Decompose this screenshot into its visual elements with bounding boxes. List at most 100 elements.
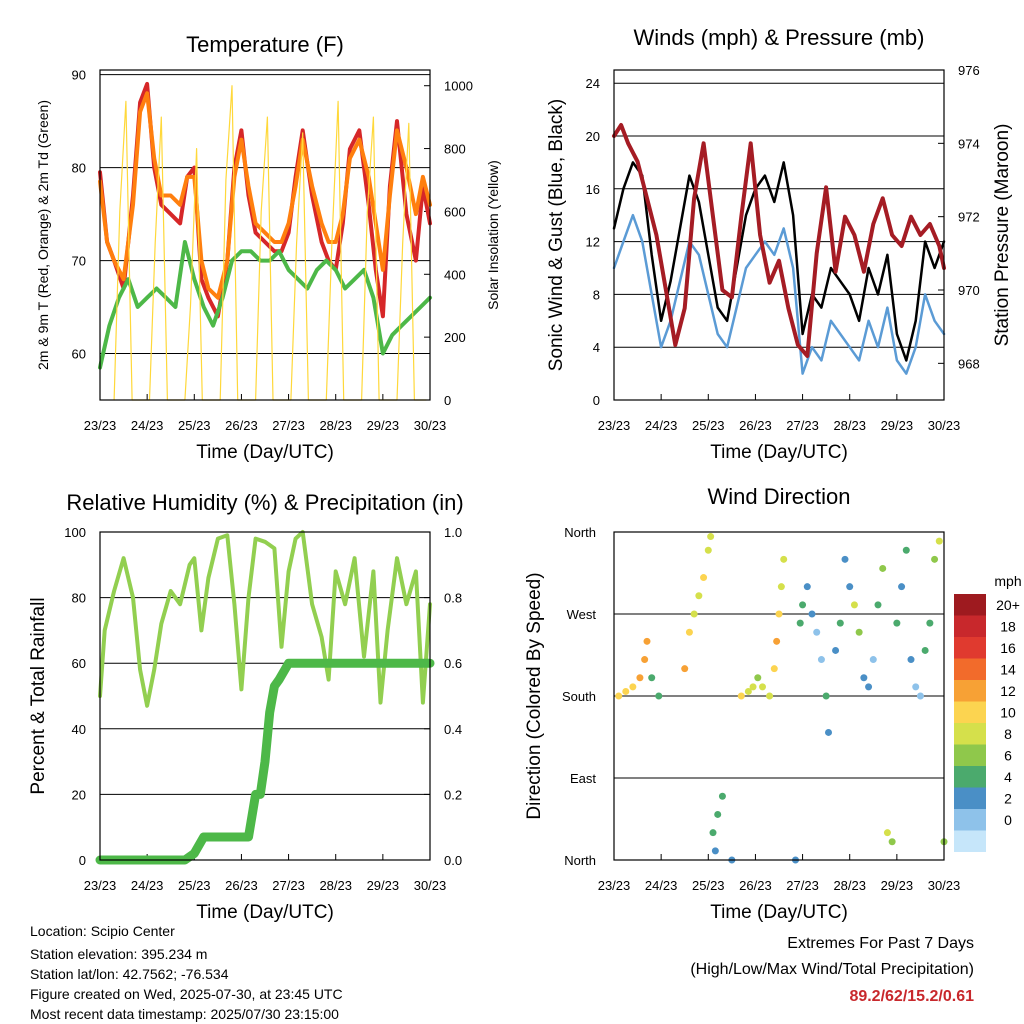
series-line-1-2: [98, 91, 432, 300]
scatter-point: [685, 628, 693, 636]
x-tick-label: 29/23: [881, 878, 914, 893]
x-axis-label-3: Time (Day/UTC): [196, 902, 334, 923]
scatter-point: [836, 619, 844, 627]
y2-tick-label: 976: [958, 63, 980, 78]
scatter-point: [773, 637, 781, 645]
y-axis-label-3: Percent & Total Rainfall: [28, 597, 49, 794]
scatter-point: [865, 683, 873, 691]
scatter-point: [813, 628, 821, 636]
scatter-point: [869, 656, 877, 664]
legend-swatch: [954, 615, 986, 637]
x-tick-label: 26/23: [225, 878, 258, 893]
legend-label: 4: [1004, 769, 1012, 785]
x-tick-label: 23/23: [598, 418, 631, 433]
y2-tick-label: 200: [444, 330, 466, 345]
y-tick-label: 100: [64, 525, 86, 540]
scatter-point: [690, 610, 698, 618]
scatter-point: [926, 619, 934, 627]
y-tick-label: 60: [72, 656, 86, 671]
scatter-point: [874, 601, 882, 609]
y2-tick-label: 0.2: [444, 787, 462, 802]
x-tick-label: 25/23: [178, 418, 211, 433]
legend-swatch: [954, 701, 986, 723]
station-latlon: Station lat/lon: 42.7562; -76.534: [30, 966, 229, 982]
y2-tick-label: 800: [444, 142, 466, 157]
x-tick-label: 30/23: [414, 878, 447, 893]
legend-label: 12: [1000, 683, 1016, 699]
legend-swatch: [954, 594, 986, 616]
x-tick-label: 24/23: [645, 418, 678, 433]
scatter-point: [681, 665, 689, 673]
scatter-point: [749, 683, 757, 691]
x-tick-label: 29/23: [367, 878, 400, 893]
chart-title-3: Relative Humidity (%) & Precipitation (i…: [66, 490, 463, 515]
legend-title: mph: [994, 573, 1021, 589]
y2-tick-label: 0.0: [444, 853, 462, 868]
x-axis-label-4: Time (Day/UTC): [710, 902, 848, 923]
x-tick-label: 30/23: [414, 418, 447, 433]
legend-swatch: [954, 744, 986, 766]
scatter-point: [808, 610, 816, 618]
y2-tick-label: 974: [958, 136, 980, 151]
station-location: Location: Scipio Center: [30, 923, 175, 939]
y-tick-label: West: [567, 607, 597, 622]
chart-title-4: Wind Direction: [707, 484, 850, 509]
scatter-point: [931, 555, 939, 563]
y-tick-label: South: [562, 689, 596, 704]
y2-axis-label-1: Solar Insolation (Yellow): [485, 160, 501, 310]
x-tick-label: 23/23: [84, 878, 117, 893]
x-tick-label: 23/23: [84, 418, 117, 433]
figure-created: Figure created on Wed, 2025-07-30, at 23…: [30, 986, 343, 1002]
legend-swatch: [954, 637, 986, 659]
scatter-point: [780, 555, 788, 563]
x-tick-label: 26/23: [739, 418, 772, 433]
y-axis-label-1: 2m & 9m T (Red, Orange) & 2m Td (Green): [35, 100, 51, 370]
extremes-subtitle: (High/Low/Max Wind/Total Precipitation): [690, 961, 974, 978]
scatter-point: [700, 574, 708, 582]
legend-label: 20+: [996, 597, 1020, 613]
y-tick-label: 0: [79, 853, 86, 868]
legend-label: 14: [1000, 662, 1016, 678]
x-tick-label: 25/23: [178, 878, 211, 893]
series-line-1-4: [113, 85, 427, 401]
legend-swatch: [954, 787, 986, 809]
x-tick-label: 24/23: [131, 418, 164, 433]
scatter-point: [711, 847, 719, 855]
y-tick-label: 12: [586, 235, 600, 250]
plot-frame-1: [99, 69, 431, 401]
y-tick-label: 20: [72, 787, 86, 802]
x-tick-label: 28/23: [833, 878, 866, 893]
y-tick-label: 20: [586, 129, 600, 144]
y-tick-label: North: [564, 853, 596, 868]
plot-frame-2: [613, 69, 945, 401]
legend-swatch: [954, 680, 986, 702]
y-tick-label: North: [564, 525, 596, 540]
legend-label: 2: [1004, 791, 1012, 807]
y2-tick-label: 600: [444, 204, 466, 219]
scatter-point: [825, 728, 832, 736]
plot-frame-3: [99, 531, 431, 861]
y2-tick-label: 0.4: [444, 722, 462, 737]
scatter-point: [883, 829, 891, 837]
scatter-point: [775, 610, 783, 618]
y-tick-label: 80: [72, 161, 86, 176]
x-tick-label: 25/23: [692, 418, 725, 433]
legend-label: 0: [1004, 812, 1012, 828]
x-tick-label: 27/23: [786, 418, 819, 433]
scatter-point: [803, 583, 811, 591]
scatter-point: [770, 665, 778, 673]
scatter-point: [898, 583, 906, 591]
legend-swatch: [954, 658, 986, 680]
plot-frame-4: [613, 531, 945, 861]
x-tick-label: 27/23: [786, 878, 819, 893]
x-tick-label: 24/23: [131, 878, 164, 893]
scatter-point: [902, 546, 910, 554]
scatter-point: [754, 674, 762, 682]
scatter-point: [893, 619, 901, 627]
scatter-point: [648, 674, 656, 682]
scatter-point: [744, 687, 752, 695]
chart-title-1: Temperature (F): [186, 32, 344, 57]
y-tick-label: 16: [586, 182, 600, 197]
recent-timestamp: Most recent data timestamp: 2025/07/30 2…: [30, 1006, 339, 1022]
